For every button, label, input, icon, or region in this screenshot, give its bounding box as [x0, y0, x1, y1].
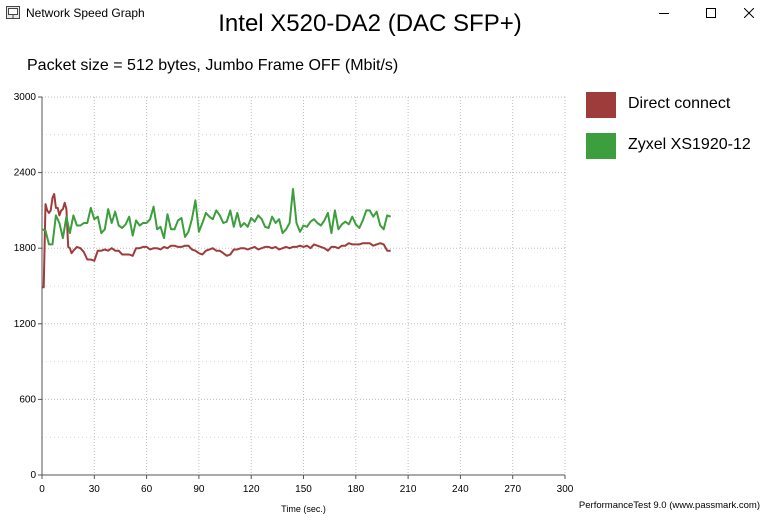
y-tick-label: 1800	[14, 243, 37, 254]
x-tick-label: 300	[557, 484, 574, 495]
x-tick-label: 210	[400, 484, 417, 495]
y-tick-label: 0	[30, 470, 36, 481]
minimize-button[interactable]	[641, 0, 687, 26]
x-axis-title: Time (sec.)	[281, 504, 326, 514]
close-icon	[744, 8, 754, 18]
x-tick-label: 0	[39, 484, 45, 495]
chart-title: Intel X520-DA2 (DAC SFP+)	[218, 10, 522, 37]
x-tick-label: 270	[504, 484, 521, 495]
y-tick-label: 2400	[14, 168, 37, 179]
x-tick-label: 180	[347, 484, 364, 495]
series-line-zyxel-xs1920-12	[41, 188, 392, 246]
maximize-button[interactable]	[688, 0, 734, 26]
y-tick-label: 1200	[14, 319, 37, 330]
close-button[interactable]	[726, 0, 772, 26]
x-tick-label: 90	[193, 484, 205, 495]
maximize-icon	[706, 8, 716, 18]
legend-swatch-zyxel	[586, 133, 616, 159]
series-line-direct-connect	[42, 193, 391, 289]
x-tick-label: 30	[89, 484, 101, 495]
minimize-icon	[659, 13, 669, 14]
network-speed-app-icon	[6, 6, 20, 19]
title-bar[interactable]: Network Speed Graph	[0, 0, 772, 28]
legend-label-direct-connect: Direct connect	[628, 95, 731, 112]
x-tick-label: 120	[243, 484, 260, 495]
legend-swatch-direct-connect	[586, 92, 616, 118]
chart-subtitle: Packet size = 512 bytes, Jumbo Frame OFF…	[27, 57, 399, 74]
x-tick-label: 240	[452, 484, 469, 495]
legend-label-zyxel: Zyxel XS1920-12	[628, 136, 751, 153]
x-tick-label: 60	[141, 484, 153, 495]
x-tick-label: 150	[295, 484, 312, 495]
y-tick-label: 600	[19, 394, 36, 405]
y-tick-label: 3000	[14, 92, 37, 103]
window-title: Network Speed Graph	[26, 6, 145, 20]
footer-note: PerformanceTest 9.0 (www.passmark.com)	[578, 500, 760, 511]
